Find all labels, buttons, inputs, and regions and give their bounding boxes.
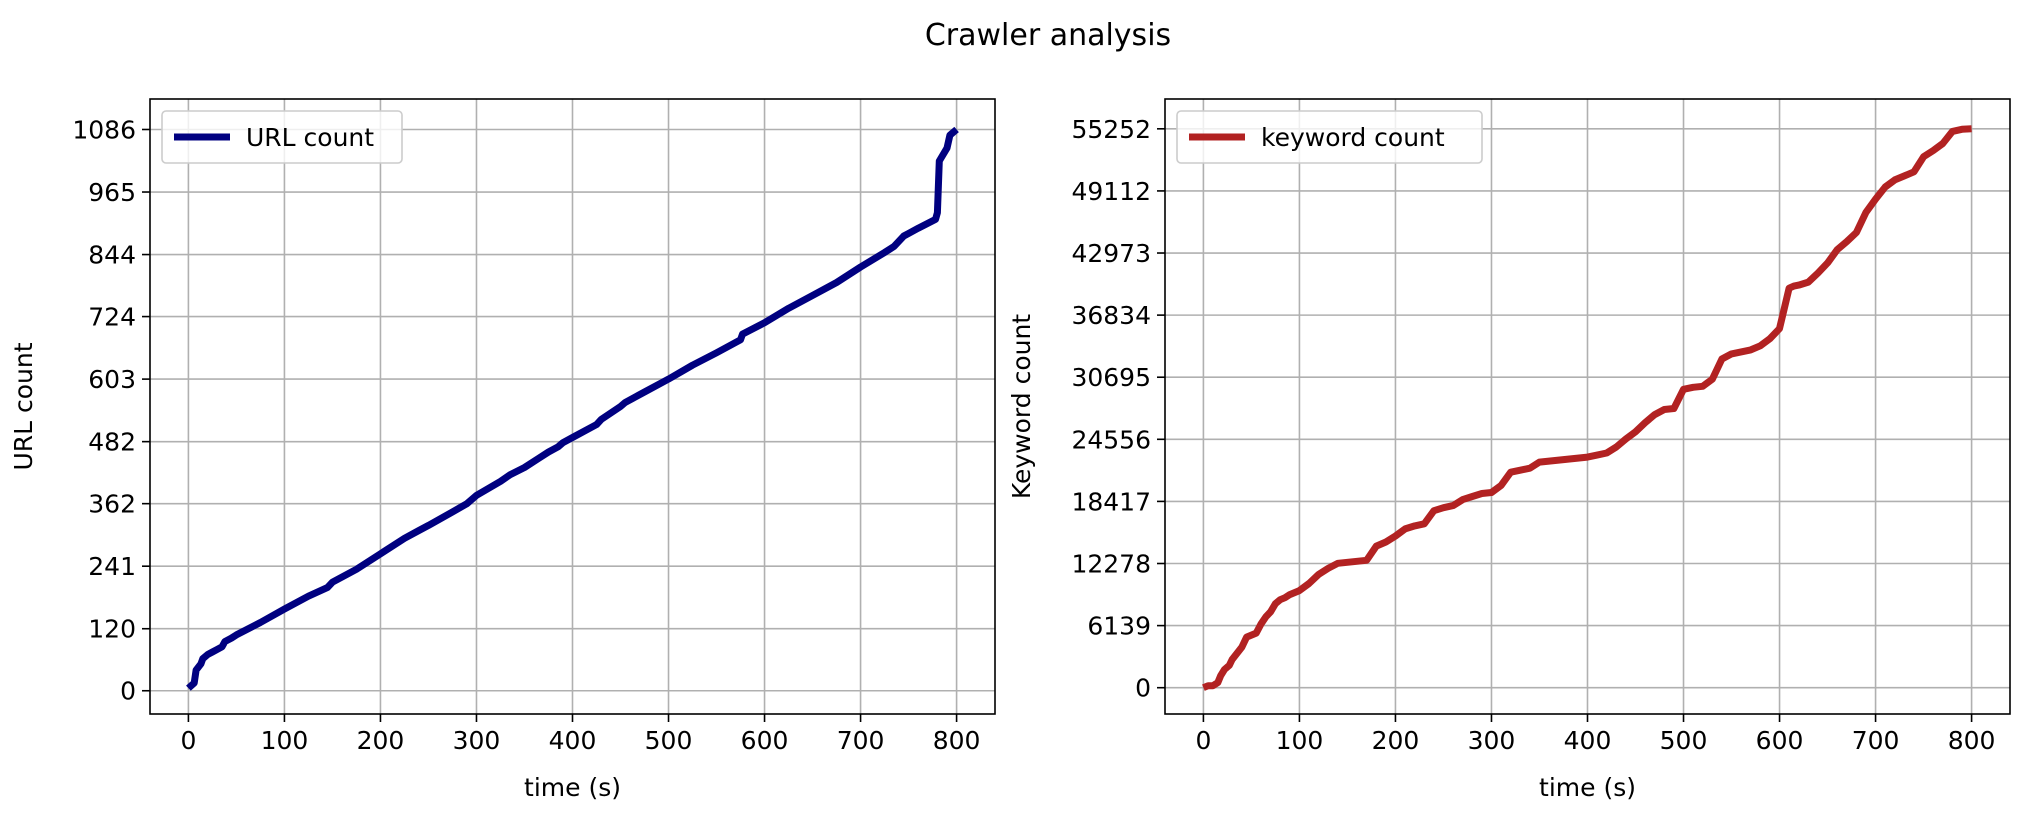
url-y-tick-label: 120 xyxy=(88,615,136,644)
url-x-tick-label: 400 xyxy=(549,726,597,755)
keyword-x-tick-label: 500 xyxy=(1660,726,1708,755)
keyword-x-axis-label: time (s) xyxy=(1539,773,1636,802)
keyword-x-tick-label: 300 xyxy=(1468,726,1516,755)
url-x-tick-label: 300 xyxy=(453,726,501,755)
url-y-tick-label: 0 xyxy=(120,677,136,706)
keyword-legend-label: keyword count xyxy=(1261,123,1445,152)
url-count-panel: 0 100 200 300 400 500 600 700 800 0 120 241 362 482 60… xyxy=(9,98,996,802)
keyword-x-tick-label: 800 xyxy=(1948,726,1996,755)
url-series-line xyxy=(186,126,959,691)
url-x-tick-label: 700 xyxy=(837,726,885,755)
keyword-legend: keyword count xyxy=(1176,110,1483,164)
url-x-tick-label: 0 xyxy=(180,726,196,755)
url-x-tick-label: 800 xyxy=(933,726,981,755)
keyword-y-tick-label: 0 xyxy=(1135,674,1151,703)
keyword-legend-box xyxy=(1176,110,1483,164)
url-x-axis-label: time (s) xyxy=(524,773,621,802)
url-x-tick-label: 200 xyxy=(357,726,405,755)
keyword-count-panel: 0 100 200 300 400 500 600 700 800 0 6139 12278 18417… xyxy=(1007,98,2011,802)
keyword-y-axis-label: Keyword count xyxy=(1007,314,1036,499)
url-legend-label: URL count xyxy=(246,123,374,152)
url-y-tick-label: 724 xyxy=(88,303,136,332)
keyword-x-tick-label: 600 xyxy=(1756,726,1804,755)
url-legend: URL count xyxy=(161,110,403,164)
url-legend-box xyxy=(161,110,403,164)
url-y-tick-label: 241 xyxy=(88,552,136,581)
figure-title: Crawler analysis xyxy=(925,18,1171,53)
url-y-tick-label: 482 xyxy=(88,428,136,457)
url-x-tick-label: 100 xyxy=(261,726,309,755)
keyword-y-tick-label: 49112 xyxy=(1071,177,1151,206)
url-y-tick-label: 965 xyxy=(88,178,136,207)
keyword-series-line xyxy=(1202,125,1972,691)
keyword-y-tick-label: 30695 xyxy=(1071,363,1151,392)
keyword-x-tick-label: 100 xyxy=(1276,726,1324,755)
keyword-y-tick-label: 6139 xyxy=(1087,612,1151,641)
url-y-tick-label: 1086 xyxy=(72,115,136,144)
keyword-x-tick-label: 200 xyxy=(1372,726,1420,755)
keyword-x-tick-label: 700 xyxy=(1852,726,1900,755)
keyword-y-tick-label: 24556 xyxy=(1071,425,1151,454)
url-y-tick-label: 844 xyxy=(88,241,136,270)
url-y-tick-label: 362 xyxy=(88,490,136,519)
keyword-x-tick-label: 400 xyxy=(1564,726,1612,755)
keyword-y-tick-label: 12278 xyxy=(1071,550,1151,579)
keyword-y-tick-label: 36834 xyxy=(1071,301,1151,330)
url-y-tick-label: 603 xyxy=(88,365,136,394)
keyword-y-tick-label: 55252 xyxy=(1071,115,1151,144)
url-x-tick-label: 600 xyxy=(741,726,789,755)
url-x-tick-label: 500 xyxy=(645,726,693,755)
keyword-y-tick-label: 42973 xyxy=(1071,239,1151,268)
url-y-axis-label: URL count xyxy=(9,342,38,470)
keyword-x-tick-label: 0 xyxy=(1195,726,1211,755)
keyword-y-tick-label: 18417 xyxy=(1071,487,1151,516)
